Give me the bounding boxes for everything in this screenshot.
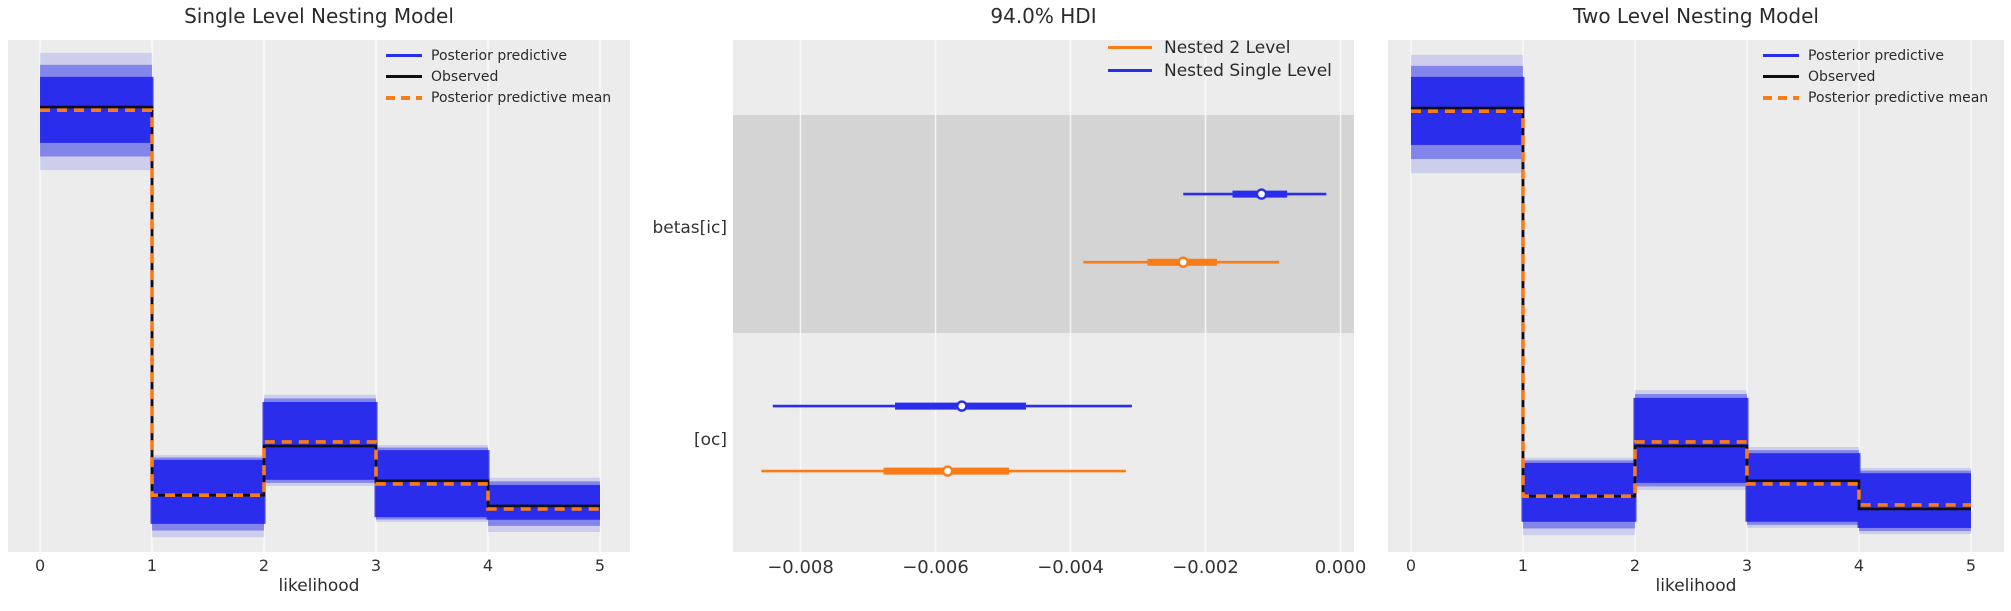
left-panel-title: Single Level Nesting Model <box>184 4 454 28</box>
x-tick-label: 0 <box>1405 556 1417 575</box>
legend-row: Posterior predictive mean <box>1763 87 1988 108</box>
legend-label: Posterior predictive mean <box>1808 89 1989 106</box>
x-tick-label: 3 <box>1741 556 1753 575</box>
posterior-predictive-line-sample <box>1763 54 1799 57</box>
forest-panel-hdi <box>733 40 1354 552</box>
legend-label: Posterior predictive <box>1808 47 1945 64</box>
x-tick-label: −0.002 <box>1172 557 1239 578</box>
x-tick-label: 2 <box>1629 556 1641 575</box>
left-xaxis-label: likelihood <box>278 576 360 596</box>
posterior-mean-line-sample <box>386 95 422 100</box>
x-tick-label: −0.004 <box>1037 557 1104 578</box>
x-tick-label: 2 <box>258 556 270 575</box>
x-tick-label: 4 <box>482 556 494 575</box>
forest-hdi-chart <box>733 40 1354 552</box>
x-tick-label: 5 <box>1965 556 1977 575</box>
ppc-panel-two-level <box>1388 40 2004 552</box>
middle-panel-title: 94.0% HDI <box>990 4 1097 28</box>
legend-label: Observed <box>1808 68 1876 85</box>
legend-hdi-models: Nested 2 Level Nested Single Level <box>1108 36 1332 82</box>
legend-row: Observed <box>386 66 611 87</box>
nested-2-level-line-sample <box>1108 46 1152 49</box>
ytick-label-oc: [oc] <box>693 430 727 450</box>
legend-label: Nested Single Level <box>1164 60 1332 81</box>
legend-row: Posterior predictive mean <box>386 87 611 108</box>
right-panel-title: Two Level Nesting Model <box>1573 4 1819 28</box>
legend-row: Observed <box>1763 66 1988 87</box>
legend-label: Nested 2 Level <box>1164 37 1291 58</box>
ppc-two-level-chart <box>1410 40 1972 552</box>
x-tick-label: 1 <box>1517 556 1529 575</box>
observed-line-sample <box>1763 75 1799 78</box>
legend-two-level: Posterior predictive Observed Posterior … <box>1763 45 1988 108</box>
posterior-mean-line-sample <box>1763 95 1799 100</box>
legend-single-level: Posterior predictive Observed Posterior … <box>386 45 611 108</box>
legend-label: Observed <box>431 68 499 85</box>
nested-single-level-line-sample <box>1108 69 1152 72</box>
ppc-single-level-chart <box>39 40 601 552</box>
legend-row: Posterior predictive <box>1763 45 1988 66</box>
right-xaxis-label: likelihood <box>1655 576 1737 596</box>
legend-row: Nested 2 Level <box>1108 36 1332 59</box>
ytick-label-betas-ic: betas[ic] <box>652 218 727 238</box>
x-tick-label: 1 <box>146 556 158 575</box>
legend-row: Posterior predictive <box>386 45 611 66</box>
x-tick-label: 4 <box>1853 556 1865 575</box>
x-tick-label: 3 <box>370 556 382 575</box>
x-tick-label: −0.008 <box>767 557 834 578</box>
x-tick-label: 0 <box>34 556 46 575</box>
x-tick-label: −0.006 <box>902 557 969 578</box>
legend-label: Posterior predictive <box>431 47 568 64</box>
legend-label: Posterior predictive mean <box>431 89 612 106</box>
legend-row: Nested Single Level <box>1108 59 1332 82</box>
posterior-predictive-line-sample <box>386 54 422 57</box>
ppc-panel-single-level <box>8 40 630 552</box>
observed-line-sample <box>386 75 422 78</box>
x-tick-label: 0.000 <box>1314 557 1367 578</box>
x-tick-label: 5 <box>594 556 606 575</box>
